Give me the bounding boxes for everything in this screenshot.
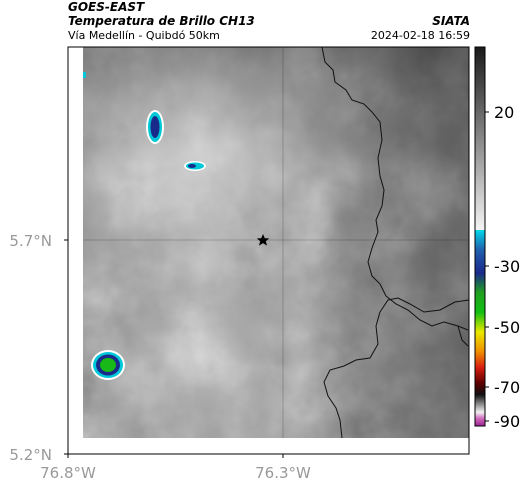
satellite-image [83, 47, 469, 438]
cold-cloud-top-3 [91, 350, 125, 380]
colorbar: 20 -30 -50 -70 -90 [474, 46, 520, 431]
timestamp-label: 2024-02-18 16:59 [370, 29, 470, 42]
satellite-title: GOES-EAST [68, 0, 145, 14]
lon-label-left: 76.8°W [40, 464, 96, 482]
colorbar-label-20: 20 [494, 103, 514, 122]
lon-label-right: 76.3°W [255, 464, 311, 482]
colorbar-label-minus70: -70 [494, 378, 520, 397]
border-line-east [457, 325, 469, 347]
product-title: Temperatura de Brillo CH13 [68, 14, 255, 28]
colorbar-label-minus90: -90 [494, 412, 520, 431]
institution-label: SIATA [432, 14, 470, 28]
lat-label-upper: 5.7°N [9, 232, 52, 250]
colorbar-label-minus30: -30 [494, 257, 520, 276]
cold-cloud-top-2 [184, 161, 206, 171]
cold-cloud-top-1 [146, 110, 164, 144]
colorbar-label-minus50: -50 [494, 318, 520, 337]
map-frame [67, 46, 470, 455]
route-subtitle: Vía Medellín - Quibdó 50km [68, 29, 220, 42]
border-line [321, 47, 469, 331]
border-line-south [323, 297, 469, 438]
star-marker-icon [256, 234, 270, 246]
lat-label-lower: 5.2°N [9, 446, 52, 464]
